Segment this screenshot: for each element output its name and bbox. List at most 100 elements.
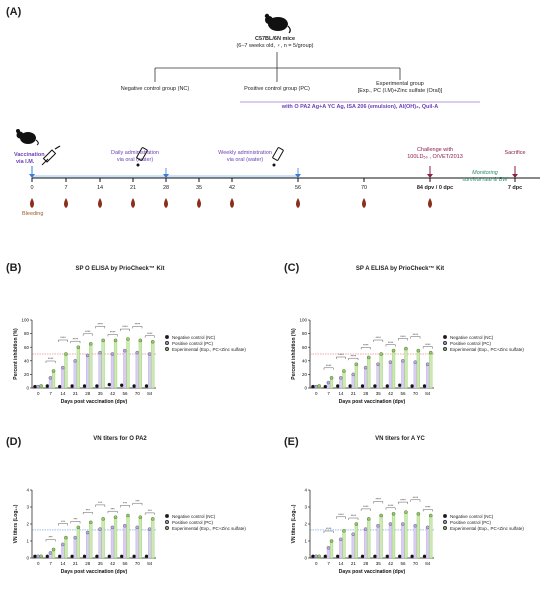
panel-label-b: (B) <box>6 262 22 274</box>
bar-pc <box>401 523 405 559</box>
significance-label: **** <box>375 336 381 340</box>
syringe-icon <box>41 145 61 166</box>
legend-d: Negative control (NC) Positive control (… <box>165 513 246 531</box>
x-tick-label: 42 <box>110 561 116 566</box>
point-nc <box>95 384 99 388</box>
x-tick-label: 35 <box>376 561 382 566</box>
panel-label-d: (D) <box>6 436 22 448</box>
y-tick-label: 3 <box>26 505 29 510</box>
point-nc <box>360 554 365 559</box>
point-nc <box>107 382 112 387</box>
point-pc <box>401 359 405 363</box>
significance-bracket <box>348 517 359 520</box>
bar-exp <box>101 340 105 389</box>
bar-pc <box>110 353 115 389</box>
bar-exp <box>391 513 396 559</box>
significance-label: **** <box>363 505 369 509</box>
significance-bracket <box>132 326 143 329</box>
point-exp <box>39 384 43 388</box>
y-tick-label: 3 <box>304 505 307 510</box>
y-axis-label: VN titers (Log₁₀) <box>291 504 297 543</box>
significance-bracket <box>410 336 421 339</box>
significance-label: *** <box>111 507 116 511</box>
group-tree <box>154 52 480 103</box>
significance-bracket <box>132 503 143 506</box>
panel-label-c: (C) <box>284 262 300 274</box>
significance-bracket <box>82 333 93 336</box>
legend-dot-exp <box>443 526 447 530</box>
x-tick-label: 56 <box>122 561 128 566</box>
significance-bracket <box>45 539 56 542</box>
significance-label: *** <box>86 509 91 513</box>
monitoring-line1: Monitoring <box>472 170 498 176</box>
bar-exp <box>404 511 408 559</box>
timeline <box>29 166 540 182</box>
point-pc <box>147 352 152 356</box>
point-pc <box>73 535 77 540</box>
point-pc <box>61 365 65 370</box>
bar-exp <box>416 350 420 389</box>
point-exp <box>64 535 68 540</box>
point-pc <box>425 525 430 530</box>
y-tick-label: 80 <box>24 331 30 336</box>
x-tick-label: 7 <box>49 391 52 396</box>
point-exp <box>101 517 105 521</box>
bar-pc <box>98 528 102 559</box>
point-exp <box>404 510 408 514</box>
significance-bracket <box>360 508 371 511</box>
group-exp-line2: [Exp., PC (I.M)+Zinc sulfate (Oral)] <box>357 88 443 94</box>
bar-pc <box>86 532 90 559</box>
point-pc <box>376 523 380 528</box>
point-nc <box>348 384 352 388</box>
legend-label: Positive control (PC) <box>172 519 214 525</box>
bar-pc <box>135 352 139 389</box>
significance-label: **** <box>363 344 369 348</box>
mouse-icon-small <box>16 129 39 146</box>
point-exp <box>428 350 433 355</box>
bar-exp <box>429 515 433 559</box>
significance-bracket <box>323 367 334 370</box>
significance-label: **** <box>413 333 419 337</box>
x-tick-label: 7 <box>327 391 330 396</box>
x-tick-label: 70 <box>135 391 141 396</box>
point-exp <box>76 345 81 349</box>
point-exp <box>416 512 421 516</box>
point-nc <box>335 384 340 388</box>
bar-exp <box>89 522 93 559</box>
monitoring-line2: survival rate & BW <box>462 177 508 183</box>
significance-bracket <box>82 512 93 515</box>
point-nc <box>82 554 87 559</box>
point-exp <box>113 515 118 519</box>
bottle-icon-weekly <box>272 147 284 167</box>
legend-label: Positive control (PC) <box>450 340 492 346</box>
bar-pc <box>364 528 368 559</box>
significance-bracket <box>385 344 396 347</box>
x-tick-label: 42 <box>110 391 116 396</box>
bar-exp <box>51 370 56 389</box>
legend-b: Negative control (NC) Positive control (… <box>165 334 246 352</box>
point-nc <box>144 554 149 559</box>
point-nc <box>119 383 124 388</box>
point-nc <box>132 384 136 388</box>
point-exp <box>317 554 321 559</box>
x-tick-label: 14 <box>60 391 66 396</box>
x-tick-label: 70 <box>413 391 419 396</box>
legend-dot-exp <box>443 347 447 351</box>
significance-bracket <box>95 326 106 329</box>
point-nc <box>57 554 62 559</box>
significance-label: *** <box>49 536 54 540</box>
y-tick-label: 4 <box>26 488 29 493</box>
point-exp <box>39 554 43 559</box>
mice-title: C57BL/6N mice <box>254 36 296 42</box>
point-pc <box>110 352 115 356</box>
point-pc <box>36 554 40 559</box>
significance-bracket <box>144 335 155 338</box>
x-tick-label: 28 <box>363 561 369 566</box>
significance-bracket <box>107 334 118 337</box>
bar-pc <box>426 363 430 389</box>
x-tick-label: 35 <box>98 561 104 566</box>
panel-label-e: (E) <box>284 436 299 448</box>
y-tick-label: 60 <box>302 345 308 350</box>
point-pc <box>363 365 368 370</box>
point-exp <box>391 512 396 516</box>
